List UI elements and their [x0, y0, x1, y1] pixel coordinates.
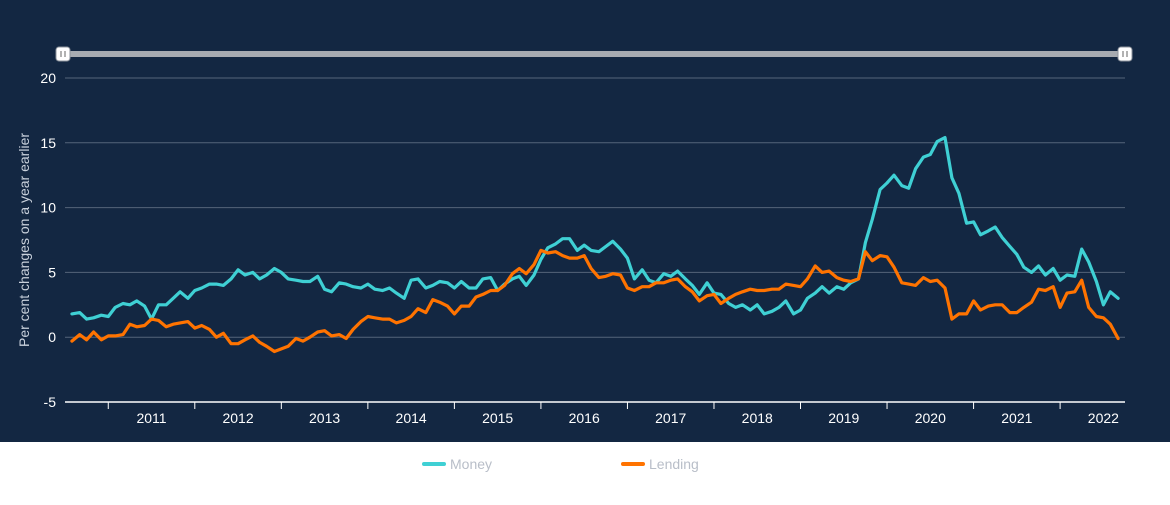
series-lines: [70, 136, 1120, 354]
navigator-left-handle[interactable]: [55, 46, 71, 62]
x-tick-label: 2018: [742, 410, 773, 426]
legend-item-money[interactable]: Money: [422, 456, 492, 472]
x-tick-label: 2014: [396, 410, 427, 426]
plot-background: [0, 0, 1170, 442]
x-tick-label: 2020: [915, 410, 946, 426]
series-line-lending: [70, 248, 1120, 354]
legend-label: Lending: [649, 456, 699, 472]
x-tick-label: 2021: [1001, 410, 1032, 426]
y-tick-label: 0: [48, 329, 56, 345]
series-line-money: [70, 136, 1120, 321]
x-tick-label: 2013: [309, 410, 340, 426]
x-tick-label: 2015: [482, 410, 513, 426]
navigator-right-handle[interactable]: [1117, 46, 1133, 62]
y-tick-label: 5: [48, 264, 56, 280]
x-tick-label: 2011: [136, 410, 166, 426]
x-tick-label: 2019: [828, 410, 859, 426]
x-tick-label: 2022: [1088, 410, 1119, 426]
y-tick-label: 15: [40, 135, 56, 151]
x-axis: 2011 2012 2013 2014 2015 2016 2017 2018 2019 2020…: [65, 401, 1125, 426]
x-tick-label: 2012: [222, 410, 253, 426]
range-navigator[interactable]: [55, 46, 1133, 62]
y-axis-ticks: -5 0 5 10 15 20: [40, 70, 56, 410]
legend-label: Money: [450, 456, 492, 472]
legend-item-lending[interactable]: Lending: [621, 456, 699, 472]
x-tick-label: 2016: [569, 410, 600, 426]
y-tick-label: 20: [40, 70, 56, 86]
x-tick-label: 2017: [655, 410, 686, 426]
y-axis-label: Per cent changes on a year earlier: [16, 133, 32, 347]
legend[interactable]: Money Lending: [422, 456, 699, 472]
navigator-track[interactable]: [62, 51, 1125, 57]
y-tick-label: 10: [40, 200, 56, 216]
y-tick-label: -5: [44, 394, 57, 410]
